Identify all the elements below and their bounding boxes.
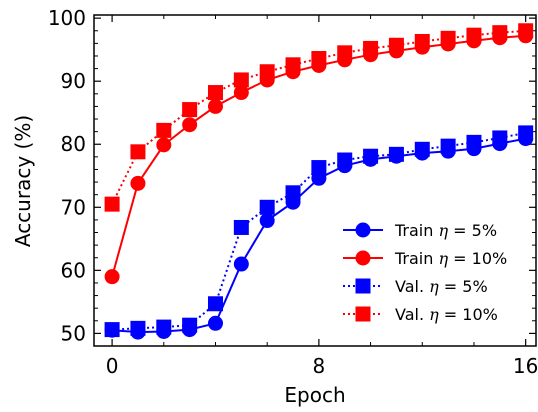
data-point — [207, 315, 223, 331]
data-point — [259, 199, 275, 215]
data-point — [466, 27, 482, 43]
legend-item: Val. η = 5% — [343, 277, 488, 296]
data-point — [233, 72, 249, 88]
y-tick-label: 100 — [48, 6, 86, 30]
x-tick-label: 8 — [313, 354, 326, 378]
data-point — [207, 85, 223, 101]
legend-marker — [355, 250, 371, 266]
legend-label: Val. η = 10% — [395, 305, 498, 324]
data-point — [363, 148, 379, 164]
data-point — [492, 130, 508, 146]
data-point — [156, 319, 172, 335]
data-point — [130, 144, 146, 160]
legend-label: Train η = 5% — [394, 221, 497, 240]
data-point — [492, 25, 508, 41]
data-point — [156, 122, 172, 138]
data-point — [182, 102, 198, 118]
legend-marker — [355, 222, 371, 238]
plot-frame — [93, 14, 537, 347]
data-point — [363, 40, 379, 56]
data-point — [518, 23, 534, 39]
data-point — [414, 141, 430, 157]
y-tick-label: 50 — [61, 321, 86, 345]
data-point — [233, 219, 249, 235]
legend-item: Val. η = 10% — [343, 305, 498, 324]
data-point — [207, 98, 223, 114]
data-point — [388, 146, 404, 162]
data-point — [337, 152, 353, 168]
series-3 — [104, 23, 534, 212]
data-point — [259, 213, 275, 229]
legend-item: Train η = 5% — [343, 221, 497, 240]
data-point — [466, 134, 482, 150]
data-point — [233, 85, 249, 101]
data-point — [518, 125, 534, 141]
y-tick-label: 80 — [61, 132, 86, 156]
data-point — [104, 196, 120, 212]
y-axis-label: Accuracy (%) — [11, 115, 35, 247]
legend-marker — [355, 278, 371, 294]
x-tick-label: 0 — [106, 354, 119, 378]
legend-label: Train η = 10% — [394, 249, 507, 268]
data-point — [130, 175, 146, 191]
data-point — [182, 117, 198, 133]
data-point — [440, 138, 456, 154]
x-axis-label: Epoch — [284, 383, 345, 407]
data-point — [259, 64, 275, 80]
data-point — [285, 185, 301, 201]
y-tick-label: 60 — [61, 258, 86, 282]
series-2 — [104, 125, 534, 338]
axis-ticks — [94, 15, 536, 347]
series-layer — [104, 23, 534, 340]
legend-item: Train η = 10% — [343, 249, 507, 268]
data-point — [414, 33, 430, 49]
data-point — [388, 37, 404, 53]
legend-label: Val. η = 5% — [395, 277, 488, 296]
data-point — [311, 51, 327, 67]
data-point — [440, 30, 456, 46]
legend-marker — [355, 306, 371, 322]
legend: Train η = 5% Train η = 10% Val. η = 5% Val.… — [343, 221, 507, 324]
y-tick-label: 90 — [61, 69, 86, 93]
x-tick-label: 16 — [513, 354, 538, 378]
data-point — [104, 269, 120, 285]
data-point — [182, 317, 198, 333]
data-point — [233, 256, 249, 272]
data-point — [207, 296, 223, 312]
y-tick-label: 70 — [61, 195, 86, 219]
data-point — [130, 320, 146, 336]
data-point — [337, 45, 353, 61]
tick-labels: 50 60 70 80 90 100 0 8 16 — [48, 6, 538, 378]
data-point — [311, 160, 327, 176]
data-point — [285, 57, 301, 73]
data-point — [156, 137, 172, 153]
series-1 — [104, 28, 534, 285]
data-point — [104, 322, 120, 338]
